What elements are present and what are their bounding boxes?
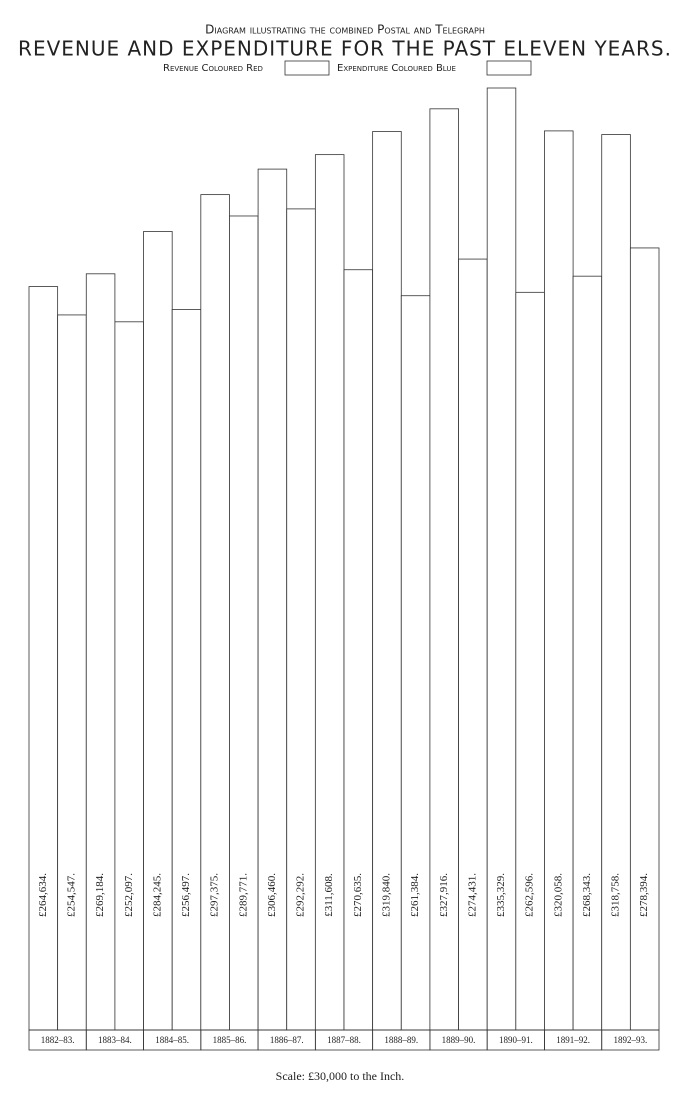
x-tick-label: 1886–87. [270, 1035, 304, 1045]
bar [314, 154, 345, 1031]
value-label: £269,184. [94, 873, 106, 917]
value-label: £274,431. [466, 873, 478, 917]
legend-label: Revenue Coloured Red [163, 63, 263, 74]
value-label: £270,635. [352, 873, 364, 917]
chart-subtitle: Diagram illustrating the combined Postal… [205, 23, 485, 37]
x-tick-label: 1888–89. [384, 1035, 418, 1045]
value-label: £264,634. [37, 873, 49, 917]
value-label: £292,292. [295, 873, 307, 917]
value-label: £252,097. [123, 873, 135, 917]
x-tick-label: 1887–88. [327, 1035, 361, 1045]
value-label: £256,497. [180, 873, 192, 917]
bar [229, 215, 259, 1031]
bar [114, 321, 144, 1031]
x-tick-label: 1882–83. [41, 1035, 75, 1045]
bar [400, 295, 431, 1031]
value-label: £318,758. [610, 873, 622, 917]
value-label: £297,375. [209, 873, 221, 917]
bar [57, 314, 87, 1031]
bar [200, 194, 230, 1031]
legend-swatch [284, 60, 330, 76]
x-tick-label: 1892–93. [613, 1035, 647, 1045]
bar [171, 309, 202, 1031]
x-tick-label: 1883–84. [98, 1035, 132, 1045]
x-tick-label: 1890–91. [499, 1035, 533, 1045]
x-tick-label: 1885–86. [213, 1035, 247, 1045]
legend-label: Expenditure Coloured Blue [337, 63, 456, 74]
value-label: £268,343. [581, 873, 593, 917]
chart-title: REVENUE AND EXPENDITURE FOR THE PAST ELE… [18, 37, 672, 61]
value-label: £327,916. [438, 873, 450, 917]
value-label: £278,394. [638, 873, 650, 917]
value-label: £311,608. [323, 873, 335, 917]
bar [257, 168, 288, 1031]
value-label: £306,460. [266, 873, 278, 917]
value-label: £320,058. [552, 873, 564, 917]
category-cell [601, 1029, 660, 1051]
x-tick-label: 1889–90. [442, 1035, 476, 1045]
scale-note: Scale: £30,000 to the Inch. [276, 1069, 405, 1083]
bar [629, 247, 660, 1031]
value-label: £284,245. [151, 873, 163, 917]
value-label: £319,840. [380, 873, 392, 917]
bar [28, 286, 59, 1031]
bar [486, 87, 517, 1031]
value-label: £335,329. [495, 873, 507, 917]
bar [515, 291, 545, 1031]
value-label: £289,771. [237, 873, 249, 917]
bar [343, 269, 374, 1031]
x-tick-label: 1884–85. [155, 1035, 189, 1045]
bar [601, 134, 631, 1031]
x-tick-label: 1891–92. [556, 1035, 590, 1045]
value-label: £254,547. [65, 873, 77, 917]
legend-swatch [486, 60, 532, 76]
bar [429, 108, 459, 1031]
value-label: £262,596. [524, 873, 536, 917]
value-label: £261,384. [409, 873, 421, 917]
